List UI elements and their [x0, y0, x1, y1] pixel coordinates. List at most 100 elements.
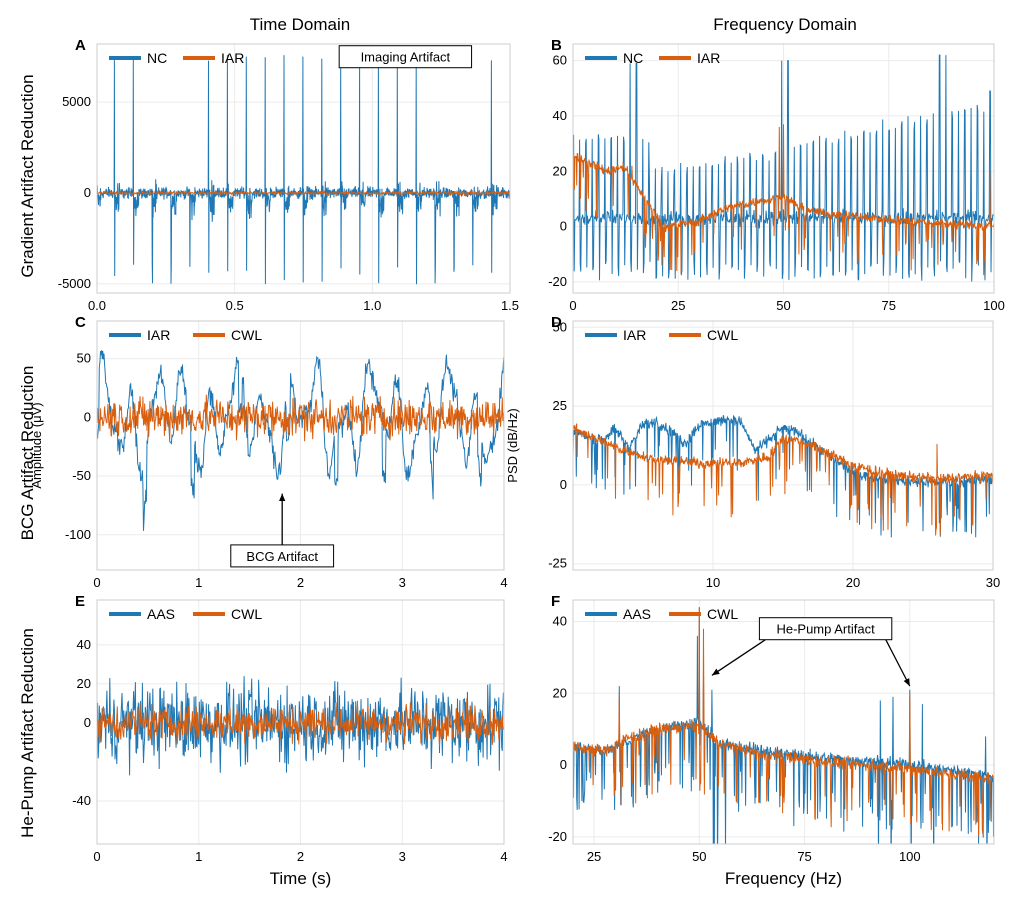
y-tick-label: 0	[560, 477, 567, 492]
y-tick-label: 0	[560, 219, 567, 234]
x-tick-label: 1	[195, 849, 202, 864]
x-tick-label: 50	[776, 298, 790, 313]
y-tick-label: -100	[65, 527, 91, 542]
panel-label: D	[551, 314, 562, 331]
x-tick-label: 75	[797, 849, 811, 864]
arrow-head-icon	[279, 493, 286, 502]
series-line-cwl	[97, 698, 504, 747]
series-line-nc	[573, 54, 994, 282]
plot-frame	[96, 43, 511, 294]
x-tick-label: 0.0	[88, 298, 106, 313]
x-tick-label: 2	[297, 575, 304, 590]
x-tick-label: 1	[195, 575, 202, 590]
y-tick-label: 50	[77, 351, 91, 366]
y-tick-label: 60	[553, 53, 567, 68]
x-tick-label: 25	[587, 849, 601, 864]
annotation: He-Pump Artifact	[711, 617, 911, 687]
y-axis-label: PSD (dB/Hz)	[505, 408, 520, 482]
x-axis-label: Time (s)	[270, 869, 332, 888]
y-tick-label: -25	[548, 556, 567, 571]
series-line-cwl	[573, 423, 993, 536]
row-title-hepump: He-Pump Artifact Reduction	[18, 628, 37, 838]
column-title-frequency: Frequency Domain	[713, 15, 857, 34]
series-line-nc	[97, 54, 510, 285]
series-line-iar	[97, 189, 510, 197]
x-tick-label: 1.5	[501, 298, 519, 313]
x-tick-label: 4	[500, 575, 507, 590]
y-tick-label: 0	[84, 715, 91, 730]
legend-label: NC	[623, 50, 643, 66]
y-tick-label: -40	[72, 793, 91, 808]
panel-c: 0 1 2 3 4 -100 -50 0 50 C IAR CWL Amplitude (μV) BCG …	[29, 314, 508, 590]
panel-label: C	[75, 314, 86, 331]
x-tick-label: 0.5	[226, 298, 244, 313]
y-tick-label: 40	[553, 108, 567, 123]
x-tick-label: 100	[983, 298, 1005, 313]
annotation-label: Imaging Artifact	[361, 50, 451, 65]
y-tick-label: 20	[77, 676, 91, 691]
plot-frame	[572, 43, 995, 294]
arrow-head-icon	[903, 678, 910, 687]
y-tick-label: -20	[548, 274, 567, 289]
x-tick-label: 3	[399, 575, 406, 590]
annotation-arrow	[885, 639, 911, 687]
plot-frame	[572, 320, 994, 571]
legend-label: CWL	[231, 327, 262, 343]
legend-label: CWL	[707, 327, 738, 343]
panel-label: E	[75, 593, 85, 610]
y-tick-label: 0	[84, 185, 91, 200]
annotation-box	[338, 45, 473, 69]
x-tick-label: 0	[93, 575, 100, 590]
y-tick-label: 40	[553, 614, 567, 629]
y-tick-label: 5000	[62, 94, 91, 109]
x-tick-label: 10	[706, 575, 720, 590]
series-line-iar	[573, 124, 994, 276]
annotation-box	[758, 617, 893, 641]
x-tick-label: 25	[671, 298, 685, 313]
legend-label: NC	[147, 50, 167, 66]
legend-label: IAR	[221, 50, 244, 66]
y-tick-label: 0	[560, 757, 567, 772]
legend-label: IAR	[623, 327, 646, 343]
x-tick-label: 30	[986, 575, 1000, 590]
panel-label: A	[75, 37, 86, 54]
annotation-label: He-Pump Artifact	[776, 622, 875, 637]
row-title-bcg: BCG Artifact Reduction	[18, 366, 37, 541]
y-tick-label: -5000	[58, 276, 91, 291]
annotation: Imaging Artifact	[338, 45, 473, 69]
x-tick-label: 75	[882, 298, 896, 313]
y-tick-label: -20	[548, 829, 567, 844]
y-tick-label: 40	[77, 637, 91, 652]
y-tick-label: 0	[84, 409, 91, 424]
x-tick-label: 100	[899, 849, 921, 864]
y-tick-label: 25	[553, 398, 567, 413]
x-tick-label: 50	[692, 849, 706, 864]
annotation-arrow	[711, 639, 766, 676]
y-tick-label: 20	[553, 163, 567, 178]
legend-label: AAS	[623, 606, 651, 622]
series-line-cwl	[97, 394, 504, 442]
panel-f: 25 50 75 100 -20 0 20 40 F AAS CWL Frequency (Hz) He…	[548, 593, 995, 888]
legend-label: CWL	[707, 606, 738, 622]
x-tick-label: 0	[569, 298, 576, 313]
series-line-iar	[97, 350, 504, 531]
y-axis-label: Amplitude (μV)	[29, 402, 44, 488]
y-tick-label: 20	[553, 685, 567, 700]
panel-d: 10 20 30 -25 0 25 50D IAR CWL PSD (dB/Hz)	[505, 314, 1000, 590]
annotation-label: BCG Artifact	[246, 549, 318, 564]
plot-frame	[572, 599, 995, 845]
legend-label: AAS	[147, 606, 175, 622]
annotation-box	[230, 544, 335, 568]
arrow-head-icon	[711, 668, 720, 676]
x-tick-label: 2	[297, 849, 304, 864]
plot-frame	[96, 599, 505, 845]
legend-label: CWL	[231, 606, 262, 622]
series-line-iar	[573, 414, 993, 538]
x-axis-label: Frequency (Hz)	[725, 869, 842, 888]
panel-a: 0.0 0.5 1.0 1.5 -5000 0 5000 A NC IAR Imaging Arti…	[58, 37, 519, 313]
plot-frame	[96, 320, 505, 571]
y-tick-label: -50	[72, 468, 91, 483]
